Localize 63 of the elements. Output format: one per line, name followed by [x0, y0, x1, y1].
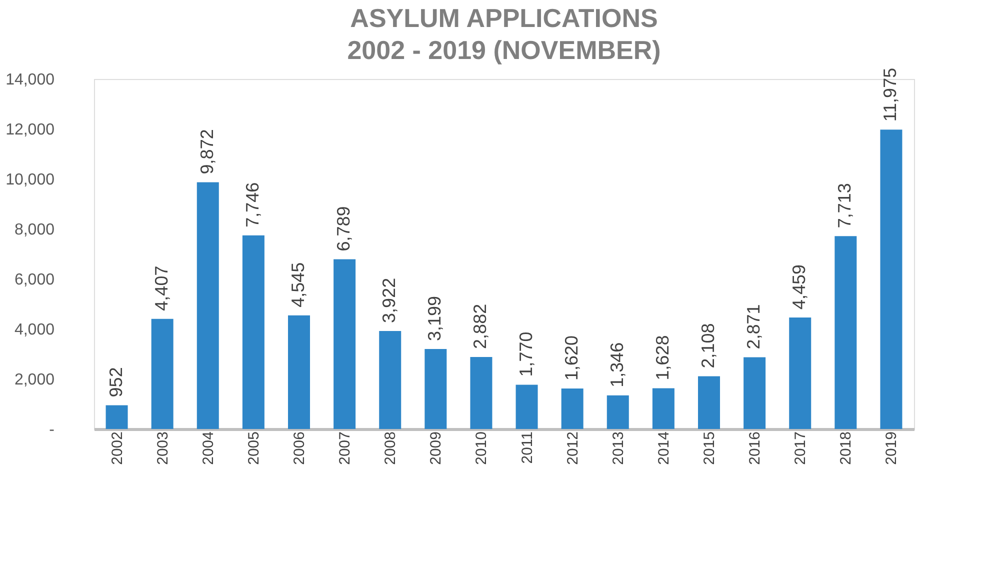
y-tick-label: 6,000 [14, 272, 55, 288]
data-label: 3,199 [424, 296, 445, 342]
data-label: 4,407 [151, 266, 172, 311]
y-tick-label: 4,000 [14, 322, 55, 338]
bar [516, 384, 538, 429]
y-tick-label: - [49, 422, 54, 438]
data-label: 2,108 [698, 323, 718, 368]
y-tick-label: 2,000 [14, 372, 55, 388]
bar [334, 259, 356, 429]
data-label: 1,628 [652, 335, 672, 380]
bar [106, 405, 128, 429]
bar [652, 388, 674, 429]
data-label: 4,459 [789, 264, 810, 310]
x-tick-label: 2017 [792, 432, 810, 465]
data-label: 1,620 [561, 335, 582, 380]
x-tick-label: 2011 [518, 432, 536, 464]
data-label: 6,789 [334, 206, 354, 252]
bar [288, 315, 310, 429]
data-label: 3,922 [379, 278, 400, 323]
x-tick-label: 2004 [200, 432, 217, 465]
data-label: 952 [106, 367, 126, 398]
bar [698, 376, 720, 429]
x-tick-label: 2007 [336, 432, 354, 465]
x-tick-label: 2012 [564, 432, 582, 465]
bar [242, 235, 264, 429]
data-label: 9,872 [196, 129, 217, 174]
x-tick-label: 2013 [610, 432, 627, 465]
x-tick-label: 2003 [154, 432, 172, 465]
data-label: 11,975 [880, 68, 900, 122]
bar [606, 395, 629, 429]
bar [151, 318, 174, 429]
x-tick-label: 2008 [382, 432, 400, 465]
bar [834, 236, 857, 429]
data-label: 1,770 [516, 332, 536, 377]
data-label: 7,713 [834, 183, 855, 228]
data-label: 1,346 [606, 342, 627, 388]
bar [379, 330, 402, 429]
y-tick-label: 12,000 [6, 122, 55, 138]
bar [196, 182, 219, 429]
y-tick-label: 8,000 [14, 222, 55, 238]
x-tick-label: 2015 [701, 432, 718, 465]
bar [789, 318, 812, 429]
data-label: 2,882 [470, 304, 490, 349]
bar [561, 388, 584, 429]
chart-title: ASYLUM APPLICATIONS 2002 - 2019 (NOVEMBER) [347, 2, 661, 65]
data-label: 2,871 [744, 304, 764, 350]
y-tick-label: 10,000 [6, 172, 55, 188]
x-tick-label: 2006 [291, 432, 308, 465]
x-tick-label: 2005 [245, 432, 262, 465]
x-tick-label: 2009 [428, 432, 445, 465]
bar [880, 130, 902, 429]
bar [744, 357, 766, 429]
data-label: 4,545 [288, 262, 308, 308]
x-tick-label: 2014 [655, 432, 672, 465]
bar [470, 356, 492, 429]
data-label: 7,746 [242, 182, 262, 228]
x-tick-label: 2016 [746, 432, 764, 465]
x-tick-label: 2010 [473, 432, 490, 465]
x-tick-label: 2018 [838, 432, 855, 465]
bar [424, 349, 447, 429]
y-tick-label: 14,000 [6, 72, 55, 88]
x-tick-label: 2019 [883, 432, 900, 465]
x-tick-label: 2002 [108, 432, 126, 465]
